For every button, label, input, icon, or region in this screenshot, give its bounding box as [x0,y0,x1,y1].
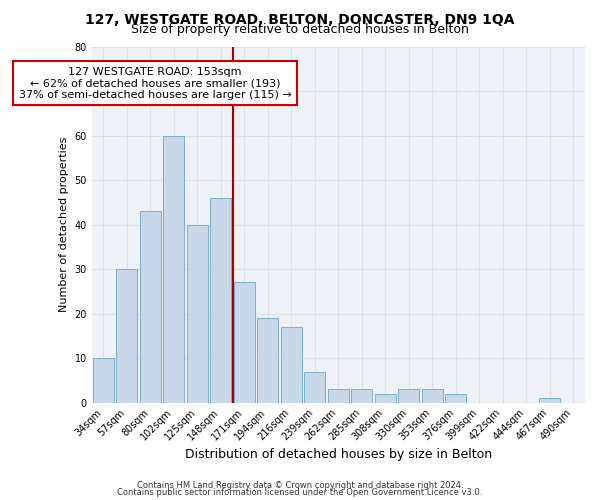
Bar [93,358,114,403]
Bar [328,390,349,402]
Y-axis label: Number of detached properties: Number of detached properties [59,137,69,312]
X-axis label: Distribution of detached houses by size in Belton: Distribution of detached houses by size … [185,448,492,461]
Text: 127 WESTGATE ROAD: 153sqm
← 62% of detached houses are smaller (193)
37% of semi: 127 WESTGATE ROAD: 153sqm ← 62% of detac… [19,66,292,100]
Bar [304,372,325,402]
Bar [281,327,302,402]
Bar [116,269,137,402]
Bar [257,318,278,402]
Text: Contains public sector information licensed under the Open Government Licence v3: Contains public sector information licen… [118,488,482,497]
Bar [140,211,161,402]
Bar [351,390,373,402]
Text: 127, WESTGATE ROAD, BELTON, DONCASTER, DN9 1QA: 127, WESTGATE ROAD, BELTON, DONCASTER, D… [85,12,515,26]
Bar [422,390,443,402]
Text: Size of property relative to detached houses in Belton: Size of property relative to detached ho… [131,22,469,36]
Bar [539,398,560,402]
Bar [375,394,396,402]
Bar [163,136,184,402]
Bar [234,282,255,403]
Bar [187,224,208,402]
Text: Contains HM Land Registry data © Crown copyright and database right 2024.: Contains HM Land Registry data © Crown c… [137,481,463,490]
Bar [398,390,419,402]
Bar [445,394,466,402]
Bar [210,198,232,402]
